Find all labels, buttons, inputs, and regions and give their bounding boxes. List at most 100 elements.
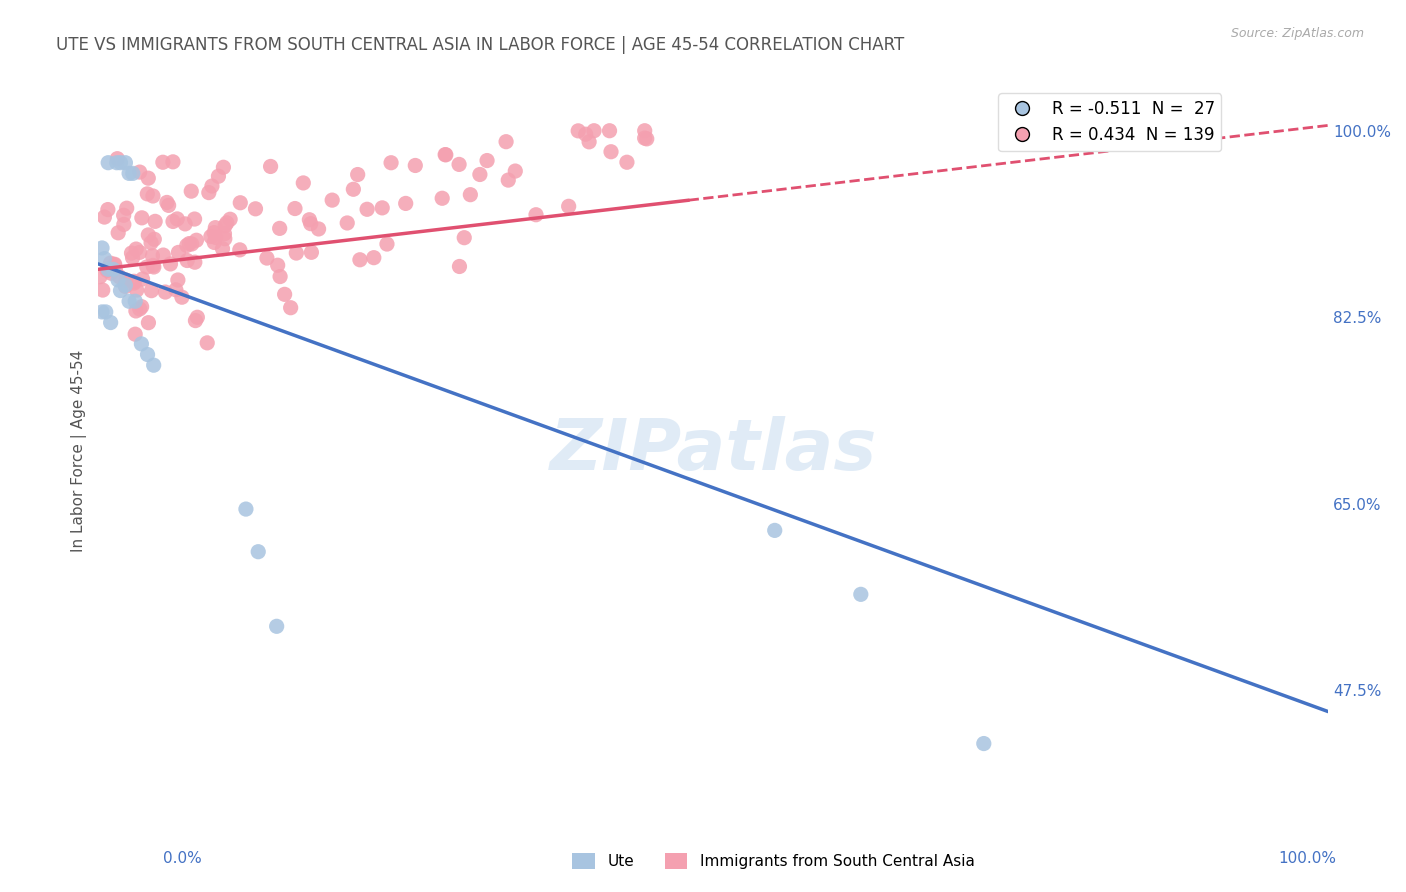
Point — [201, 179, 224, 194]
Point — [849, 587, 872, 601]
Point — [124, 327, 146, 342]
Point — [108, 269, 131, 284]
Point — [363, 251, 385, 265]
Point — [155, 285, 177, 299]
Point — [284, 202, 307, 216]
Point — [495, 135, 517, 149]
Point — [346, 168, 368, 182]
Point — [460, 187, 482, 202]
Point — [395, 196, 418, 211]
Point — [107, 226, 129, 240]
Point — [112, 208, 135, 222]
Point — [94, 305, 117, 319]
Point — [195, 335, 218, 350]
Point — [269, 269, 291, 284]
Point — [162, 214, 184, 228]
Point — [259, 160, 281, 174]
Point — [91, 241, 114, 255]
Point — [104, 257, 127, 271]
Point — [321, 193, 343, 207]
Point — [453, 230, 475, 244]
Point — [131, 272, 153, 286]
Point — [434, 147, 457, 161]
Point — [165, 283, 187, 297]
Point — [229, 195, 252, 210]
Point — [128, 301, 150, 316]
Point — [128, 165, 150, 179]
Point — [582, 124, 605, 138]
Point — [141, 284, 163, 298]
Point — [468, 168, 491, 182]
Point — [524, 208, 547, 222]
Point — [298, 212, 321, 227]
Text: 100.0%: 100.0% — [1278, 851, 1337, 865]
Point — [159, 257, 181, 271]
Point — [186, 310, 208, 325]
Point — [215, 216, 238, 230]
Point — [299, 245, 322, 260]
Point — [200, 229, 222, 244]
Point — [204, 220, 226, 235]
Point — [97, 263, 120, 277]
Point — [204, 230, 226, 244]
Point — [299, 217, 322, 231]
Point — [110, 155, 132, 169]
Point — [156, 195, 179, 210]
Point — [107, 273, 129, 287]
Point — [292, 176, 315, 190]
Point — [139, 235, 162, 250]
Point — [578, 135, 600, 149]
Point — [229, 243, 252, 257]
Point — [131, 337, 153, 351]
Point — [600, 145, 623, 159]
Point — [136, 347, 159, 361]
Point — [336, 216, 359, 230]
Point — [121, 246, 143, 260]
Point — [449, 157, 471, 171]
Point — [141, 249, 163, 263]
Point — [152, 155, 174, 169]
Point — [96, 263, 118, 277]
Point — [131, 300, 153, 314]
Point — [183, 212, 205, 227]
Point — [198, 186, 221, 200]
Point — [135, 260, 157, 274]
Point — [104, 262, 127, 277]
Point — [138, 316, 160, 330]
Point — [371, 201, 394, 215]
Text: ZIPatlas: ZIPatlas — [550, 416, 877, 485]
Point — [356, 202, 378, 217]
Point — [280, 301, 302, 315]
Point — [273, 287, 295, 301]
Point — [214, 227, 236, 241]
Point — [93, 210, 115, 224]
Point — [342, 182, 364, 196]
Point — [97, 155, 120, 169]
Point — [122, 276, 145, 290]
Point — [202, 235, 225, 250]
Point — [93, 252, 115, 266]
Point — [616, 155, 638, 169]
Point — [404, 159, 426, 173]
Point — [112, 218, 135, 232]
Point — [475, 153, 498, 168]
Point — [105, 155, 128, 169]
Point — [121, 251, 143, 265]
Point — [247, 545, 270, 559]
Point — [131, 211, 153, 225]
Point — [434, 148, 457, 162]
Point — [152, 248, 174, 262]
Point — [269, 221, 291, 235]
Point — [124, 294, 146, 309]
Point — [118, 294, 141, 309]
Point — [266, 619, 288, 633]
Point — [167, 273, 190, 287]
Point — [380, 155, 402, 169]
Point — [763, 524, 786, 538]
Point — [142, 189, 165, 203]
Y-axis label: In Labor Force | Age 45-54: In Labor Force | Age 45-54 — [72, 350, 87, 551]
Point — [115, 201, 138, 215]
Point — [166, 211, 188, 226]
Point — [214, 219, 236, 233]
Point — [125, 242, 148, 256]
